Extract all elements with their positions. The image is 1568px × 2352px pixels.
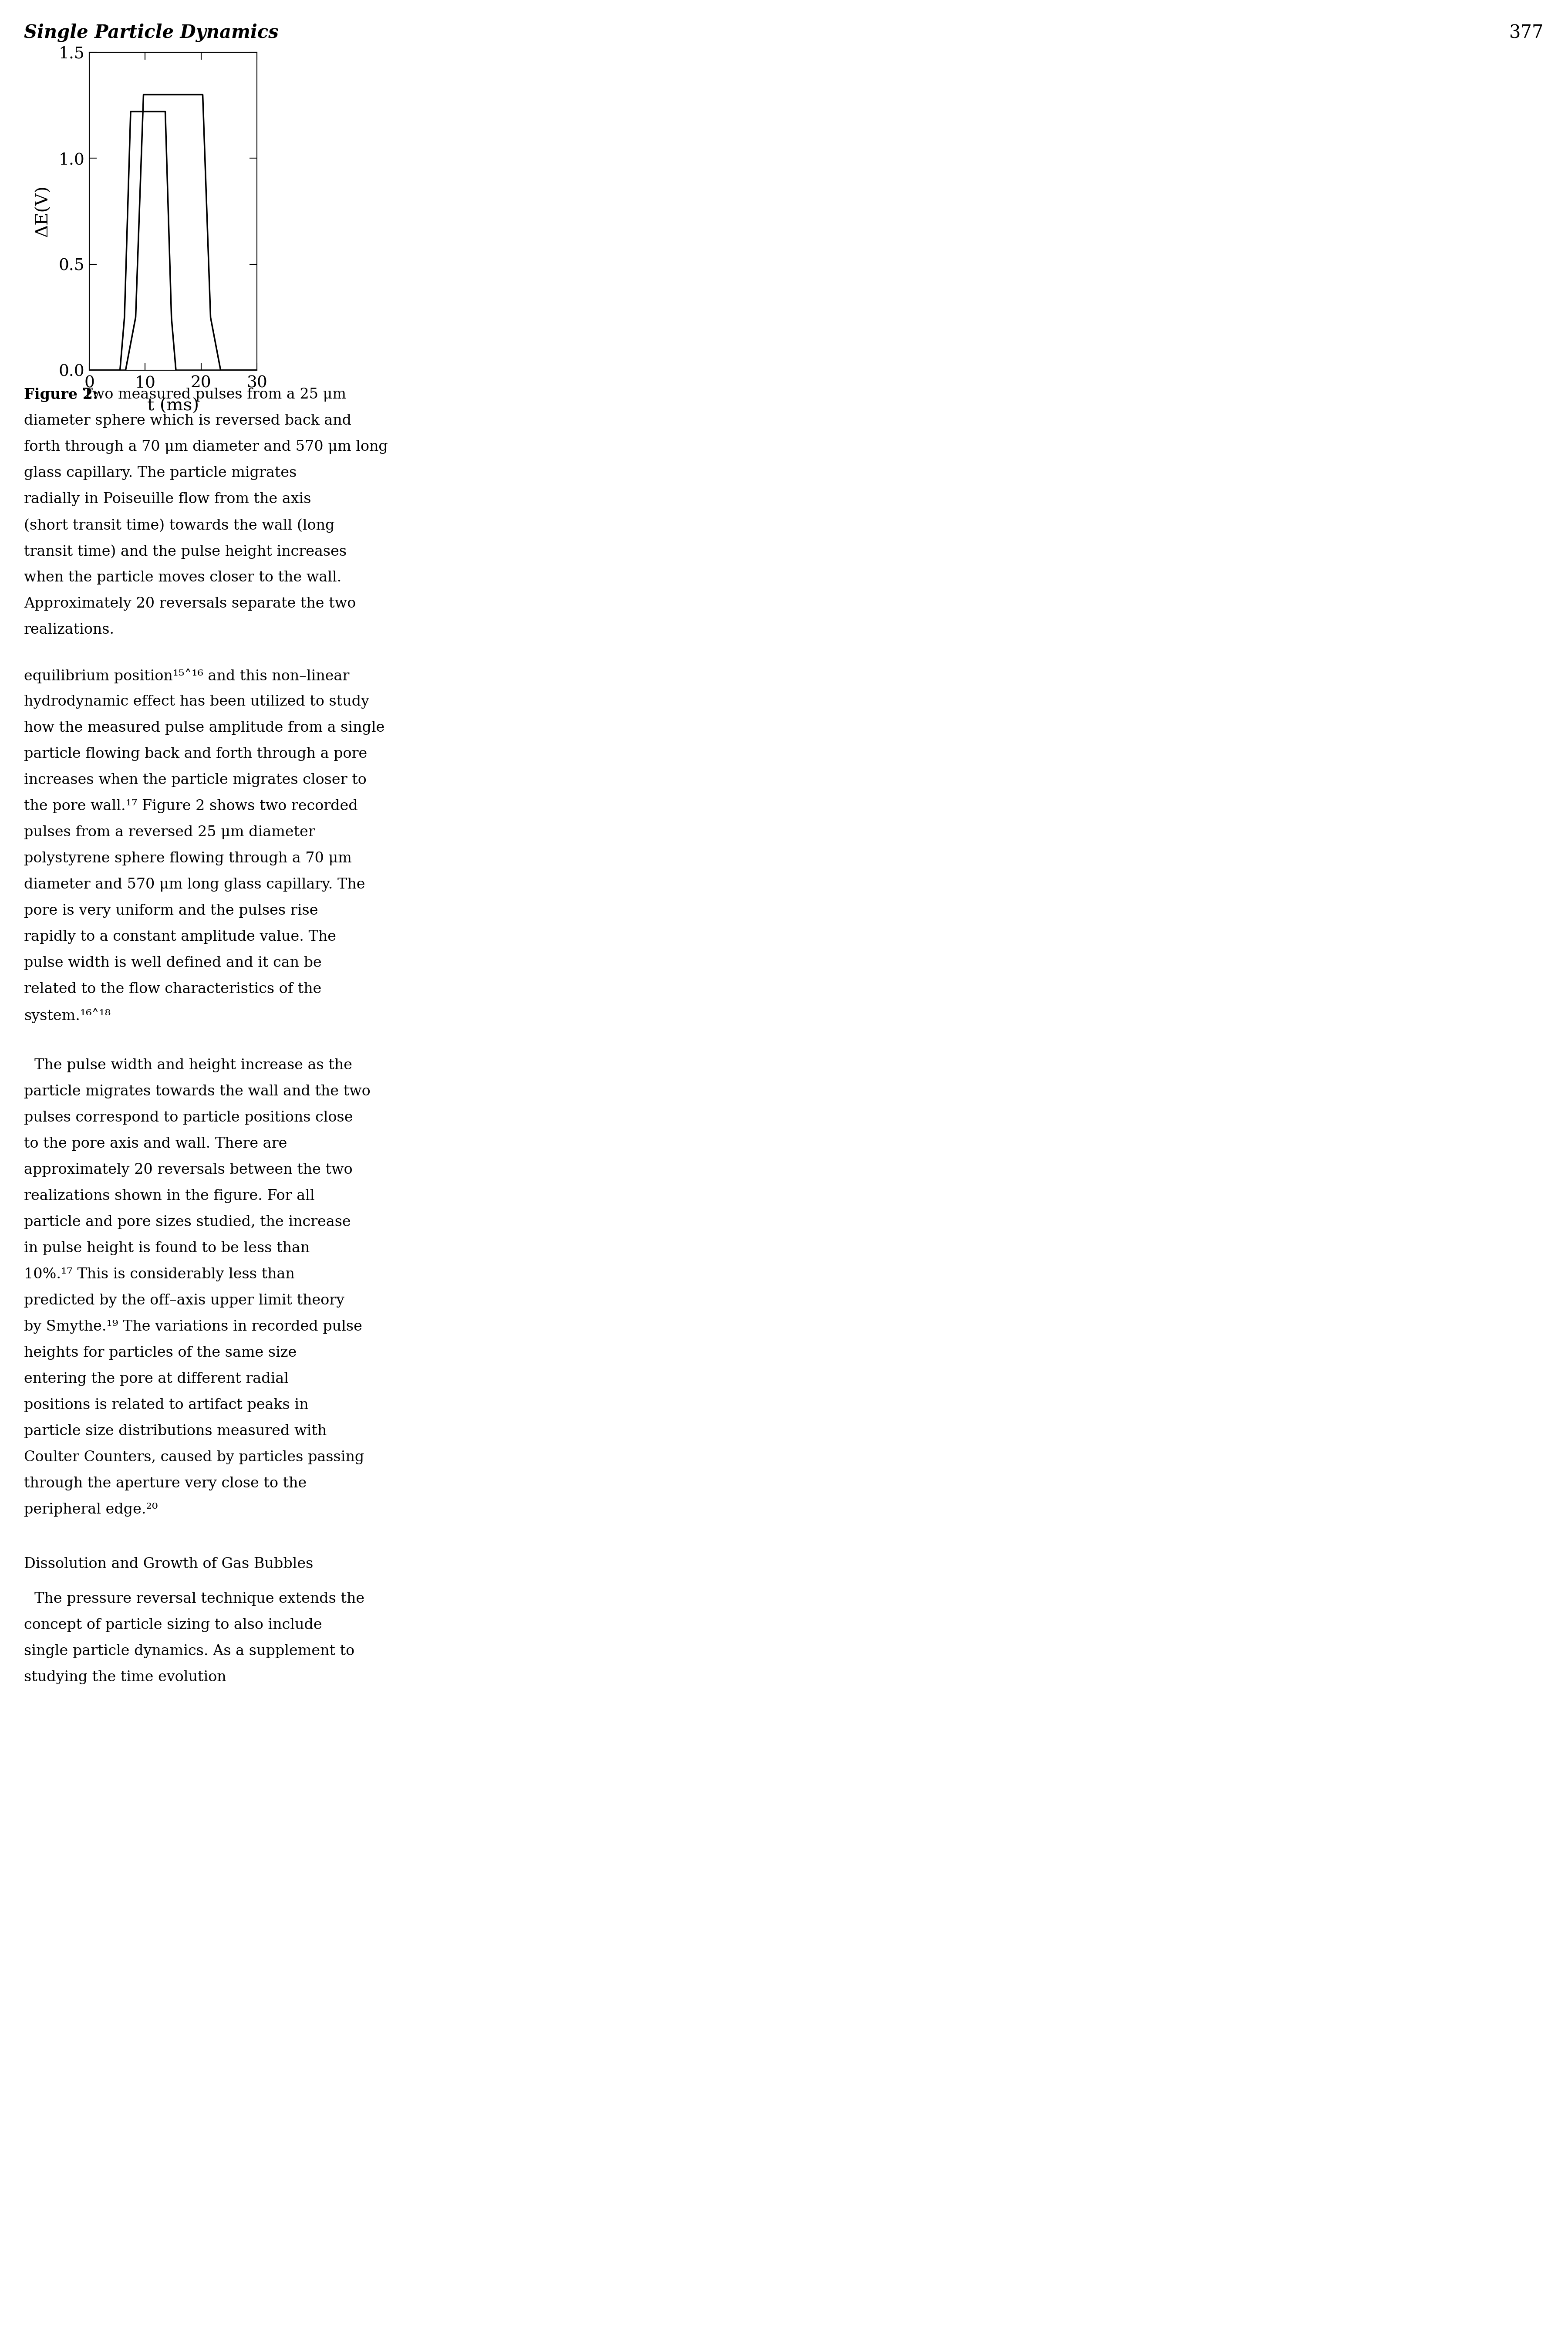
Text: system.¹⁶˄¹⁸: system.¹⁶˄¹⁸ <box>24 1009 111 1023</box>
Text: (short transit time) towards the wall (long: (short transit time) towards the wall (l… <box>24 517 334 532</box>
Text: realizations shown in the figure. For all: realizations shown in the figure. For al… <box>24 1190 315 1202</box>
Text: pulse width is well defined and it can be: pulse width is well defined and it can b… <box>24 955 321 969</box>
Text: 10%.¹⁷ This is considerably less than: 10%.¹⁷ This is considerably less than <box>24 1268 295 1282</box>
Text: concept of particle sizing to also include: concept of particle sizing to also inclu… <box>24 1618 321 1632</box>
Text: peripheral edge.²⁰: peripheral edge.²⁰ <box>24 1503 158 1517</box>
Text: Single Particle Dynamics: Single Particle Dynamics <box>24 24 279 42</box>
Y-axis label: ΔE(V): ΔE(V) <box>34 186 52 238</box>
Text: The pulse width and height increase as the: The pulse width and height increase as t… <box>34 1058 353 1073</box>
Text: glass capillary. The particle migrates: glass capillary. The particle migrates <box>24 466 296 480</box>
Text: Dissolution and Growth of Gas Bubbles: Dissolution and Growth of Gas Bubbles <box>24 1557 314 1571</box>
Text: forth through a 70 μm diameter and 570 μm long: forth through a 70 μm diameter and 570 μ… <box>24 440 387 454</box>
Text: diameter sphere which is reversed back and: diameter sphere which is reversed back a… <box>24 414 351 428</box>
Text: The pressure reversal technique extends the: The pressure reversal technique extends … <box>34 1592 364 1606</box>
Text: transit time) and the pulse height increases: transit time) and the pulse height incre… <box>24 543 347 560</box>
Text: particle migrates towards the wall and the two: particle migrates towards the wall and t… <box>24 1084 370 1098</box>
Text: Coulter Counters, caused by particles passing: Coulter Counters, caused by particles pa… <box>24 1451 364 1465</box>
Text: pulses from a reversed 25 μm diameter: pulses from a reversed 25 μm diameter <box>24 826 315 840</box>
Text: Two measured pulses from a 25 μm: Two measured pulses from a 25 μm <box>78 388 347 402</box>
Text: in pulse height is found to be less than: in pulse height is found to be less than <box>24 1242 310 1256</box>
Text: increases when the particle migrates closer to: increases when the particle migrates clo… <box>24 774 367 788</box>
Text: when the particle moves closer to the wall.: when the particle moves closer to the wa… <box>24 572 342 586</box>
Text: entering the pore at different radial: entering the pore at different radial <box>24 1371 289 1385</box>
Text: particle flowing back and forth through a pore: particle flowing back and forth through … <box>24 748 367 762</box>
Text: predicted by the off–axis upper limit theory: predicted by the off–axis upper limit th… <box>24 1294 345 1308</box>
Text: pore is very uniform and the pulses rise: pore is very uniform and the pulses rise <box>24 903 318 917</box>
Text: by Smythe.¹⁹ The variations in recorded pulse: by Smythe.¹⁹ The variations in recorded … <box>24 1319 362 1334</box>
Text: how the measured pulse amplitude from a single: how the measured pulse amplitude from a … <box>24 720 384 734</box>
Text: pulses correspond to particle positions close: pulses correspond to particle positions … <box>24 1110 353 1124</box>
Text: through the aperture very close to the: through the aperture very close to the <box>24 1477 307 1491</box>
Text: rapidly to a constant amplitude value. The: rapidly to a constant amplitude value. T… <box>24 929 336 943</box>
Text: single particle dynamics. As a supplement to: single particle dynamics. As a supplemen… <box>24 1644 354 1658</box>
Text: Approximately 20 reversals separate the two: Approximately 20 reversals separate the … <box>24 597 356 612</box>
Text: to the pore axis and wall. There are: to the pore axis and wall. There are <box>24 1136 287 1150</box>
Text: heights for particles of the same size: heights for particles of the same size <box>24 1345 296 1359</box>
Text: related to the flow characteristics of the: related to the flow characteristics of t… <box>24 983 321 997</box>
Text: hydrodynamic effect has been utilized to study: hydrodynamic effect has been utilized to… <box>24 694 368 708</box>
Text: realizations.: realizations. <box>24 623 114 637</box>
Text: studying the time evolution: studying the time evolution <box>24 1670 226 1684</box>
Text: radially in Poiseuille flow from the axis: radially in Poiseuille flow from the axi… <box>24 492 310 506</box>
Text: 377: 377 <box>1508 24 1543 42</box>
Text: approximately 20 reversals between the two: approximately 20 reversals between the t… <box>24 1162 353 1176</box>
Text: the pore wall.¹⁷ Figure 2 shows two recorded: the pore wall.¹⁷ Figure 2 shows two reco… <box>24 800 358 814</box>
Text: particle size distributions measured with: particle size distributions measured wit… <box>24 1425 326 1437</box>
Text: positions is related to artifact peaks in: positions is related to artifact peaks i… <box>24 1397 309 1411</box>
X-axis label: t (ms): t (ms) <box>147 397 199 414</box>
Text: Figure 2:: Figure 2: <box>24 388 99 402</box>
Text: equilibrium position¹⁵˄¹⁶ and this non–linear: equilibrium position¹⁵˄¹⁶ and this non–l… <box>24 668 350 684</box>
Text: particle and pore sizes studied, the increase: particle and pore sizes studied, the inc… <box>24 1216 351 1230</box>
Text: diameter and 570 μm long glass capillary. The: diameter and 570 μm long glass capillary… <box>24 877 365 891</box>
Text: polystyrene sphere flowing through a 70 μm: polystyrene sphere flowing through a 70 … <box>24 851 351 866</box>
